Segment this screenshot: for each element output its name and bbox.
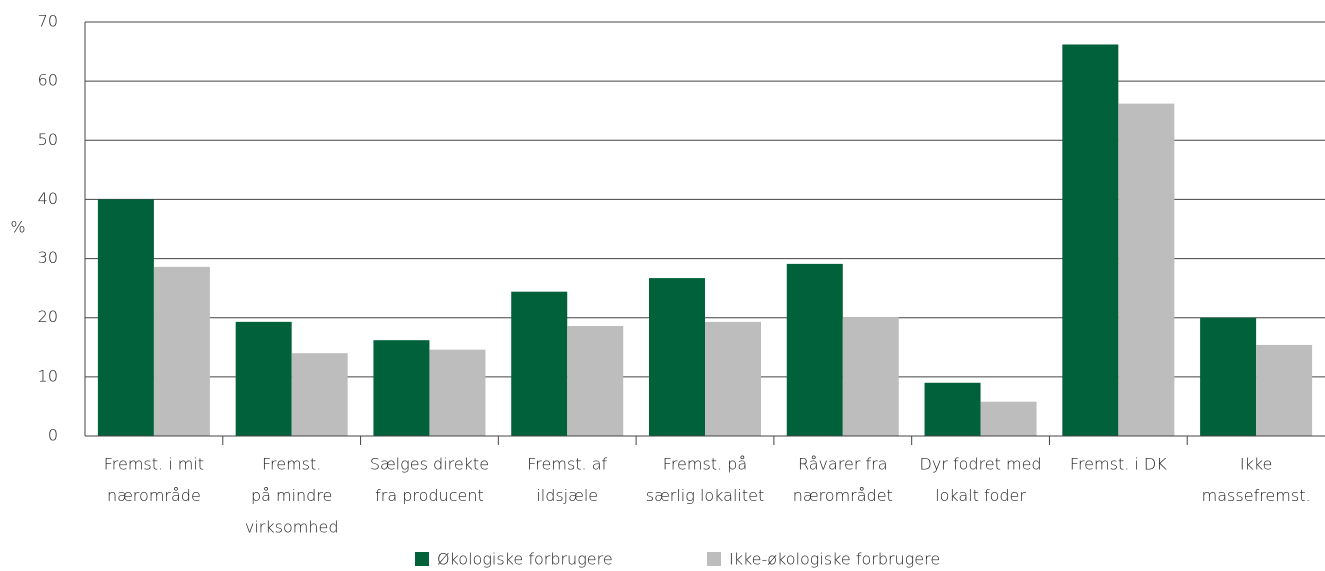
bar	[1200, 317, 1257, 436]
bar	[1256, 344, 1313, 436]
x-tick-label: Fremst. af	[527, 455, 607, 474]
x-tick-label: Ikke	[1240, 455, 1273, 474]
bar	[1062, 44, 1119, 437]
bar	[842, 317, 899, 436]
x-tick-label: nærområdet	[793, 486, 893, 505]
y-tick-label: 60	[38, 71, 58, 90]
bar	[235, 321, 292, 436]
x-tick-label: Fremst.	[262, 455, 321, 474]
x-tick-label: Dyr fodret med	[920, 455, 1042, 474]
y-tick-label: 20	[38, 307, 58, 326]
legend-label: Ikke-økologiske forbrugere	[729, 550, 940, 569]
bar	[567, 325, 624, 436]
y-tick-label: 10	[38, 366, 58, 385]
bar	[291, 353, 348, 436]
legend-swatch	[707, 552, 721, 566]
y-tick-label: 30	[38, 248, 58, 267]
x-tick-label: fra producent	[375, 486, 484, 505]
bar	[153, 266, 210, 436]
y-tick-label: 40	[38, 189, 58, 208]
bar	[980, 401, 1037, 436]
bar	[924, 382, 981, 436]
y-tick-label: 70	[38, 12, 58, 31]
x-tick-label: lokalt foder	[935, 486, 1026, 505]
bar	[1118, 103, 1175, 437]
x-tick-label: Fremst. i DK	[1070, 455, 1167, 474]
bar	[649, 278, 705, 436]
legend-swatch	[415, 552, 429, 566]
x-tick-label: ildsjæle	[536, 486, 598, 505]
bar	[429, 349, 486, 436]
x-tick-label: på mindre	[251, 486, 332, 505]
bar	[511, 291, 568, 436]
x-tick-label: nærområde	[107, 486, 201, 505]
x-tick-label: Fremst. i mit	[104, 455, 204, 474]
x-tick-label: Fremst. på	[663, 455, 747, 474]
x-tick-label: virksomhed	[245, 518, 339, 537]
bar	[786, 263, 843, 436]
y-tick-label: 50	[38, 130, 58, 149]
y-axis-label: %	[10, 218, 25, 237]
bar	[97, 199, 154, 436]
legend-label: Økologiske forbrugere	[437, 550, 613, 569]
bar	[373, 340, 430, 436]
x-tick-label: særlig lokalitet	[646, 486, 765, 505]
x-tick-label: Sælges direkte	[370, 455, 489, 474]
x-tick-label: massefremst.	[1202, 486, 1311, 505]
y-tick-label: 0	[48, 426, 58, 445]
bar	[705, 321, 761, 436]
x-tick-label: Råvarer fra	[798, 455, 888, 474]
